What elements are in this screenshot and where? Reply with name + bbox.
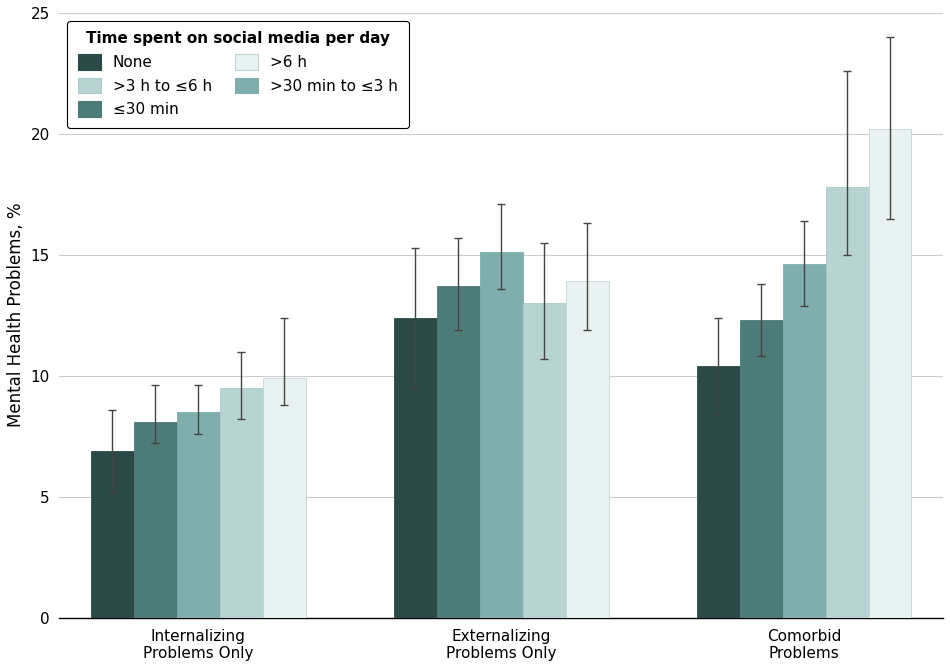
- Bar: [91, 451, 134, 617]
- Bar: [868, 129, 911, 617]
- Bar: [219, 388, 263, 617]
- Bar: [437, 286, 480, 617]
- Bar: [480, 253, 522, 617]
- Bar: [134, 422, 177, 617]
- Bar: [565, 281, 609, 617]
- Legend: None, >3 h to ≤6 h, ≤30 min, >6 h, >30 min to ≤3 h: None, >3 h to ≤6 h, ≤30 min, >6 h, >30 m…: [67, 21, 408, 128]
- Bar: [697, 366, 740, 617]
- Bar: [740, 320, 783, 617]
- Bar: [177, 412, 219, 617]
- Bar: [826, 187, 868, 617]
- Bar: [522, 303, 565, 617]
- Y-axis label: Mental Health Problems, %: Mental Health Problems, %: [7, 203, 25, 428]
- Bar: [394, 318, 437, 617]
- Bar: [263, 378, 306, 617]
- Bar: [783, 265, 826, 617]
